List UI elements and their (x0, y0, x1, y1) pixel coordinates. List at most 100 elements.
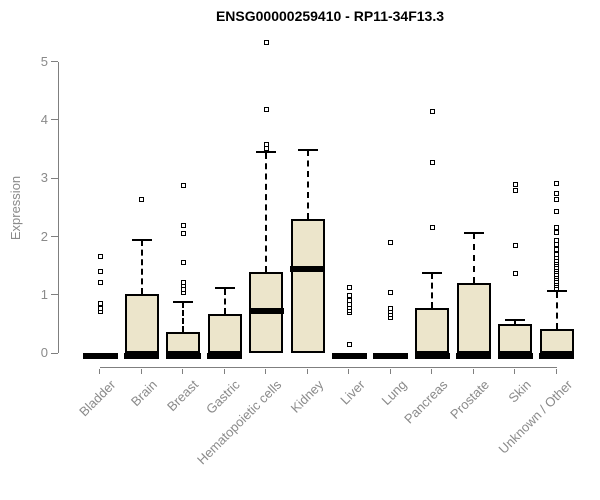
whisker-line (514, 320, 516, 324)
whisker-line (431, 273, 433, 308)
whisker-cap (131, 238, 152, 241)
whisker-cap (422, 272, 442, 275)
y-tick-label: 1 (40, 287, 48, 302)
outlier-point (554, 247, 559, 253)
median-line (456, 352, 491, 359)
outlier-point (346, 293, 352, 299)
x-axis-tick (99, 368, 101, 374)
chart-title: ENSG00000259410 - RP11-34F13.3 (215, 8, 445, 24)
outlier-point (346, 284, 352, 290)
y-tick-label: 3 (40, 170, 48, 186)
outlier-point (388, 289, 393, 295)
outlier-point (512, 182, 518, 188)
x-axis-tick (431, 368, 433, 374)
y-axis-line (57, 61, 59, 354)
whisker-cap (546, 290, 567, 293)
outlier-point (554, 209, 559, 215)
whisker-cap (256, 151, 276, 154)
outlier-point (346, 342, 352, 348)
outlier-point (97, 301, 103, 307)
outlier-point (263, 106, 269, 112)
box-rect (456, 283, 491, 354)
whisker-cap (297, 149, 318, 152)
outlier-point (429, 224, 435, 230)
box-rect (207, 313, 242, 354)
y-tick-label: 4 (40, 112, 48, 128)
y-axis-title: Expression (8, 175, 23, 240)
y-axis-tick (51, 352, 58, 354)
outlier-point (263, 40, 269, 46)
x-axis-line (100, 367, 557, 368)
median-line (331, 352, 367, 359)
x-category-label: Unknown / Other (495, 377, 576, 457)
outlier-point (346, 297, 352, 303)
whisker-line (472, 233, 475, 284)
outlier-point (554, 225, 559, 231)
x-category-label: Breast (164, 377, 202, 415)
y-axis-tick (51, 119, 58, 121)
x-category-label: Liver (337, 377, 368, 408)
median-line (207, 352, 242, 359)
x-category-label: Skin (505, 377, 534, 406)
outlier-point (97, 306, 103, 312)
outlier-point (554, 237, 559, 243)
x-category-label: Gastric (203, 377, 244, 417)
outlier-point (512, 242, 518, 248)
outlier-point (139, 196, 144, 202)
whisker-cap (214, 287, 235, 290)
box-rect (539, 328, 574, 354)
whisker-line (140, 240, 143, 294)
x-category-label: Pancreas (401, 377, 451, 427)
outlier-point (97, 269, 103, 275)
outlier-point (97, 254, 103, 260)
x-axis-tick (223, 368, 225, 374)
outlier-point (97, 279, 103, 285)
outlier-point (180, 279, 186, 285)
median-line (497, 352, 533, 359)
whisker-line (223, 288, 226, 314)
y-axis-tick (51, 61, 58, 63)
outlier-point (512, 188, 518, 194)
outlier-point (429, 108, 435, 114)
x-axis-tick (472, 368, 474, 374)
whisker-line (306, 150, 309, 219)
x-axis-tick (140, 368, 142, 374)
x-axis-tick (265, 368, 267, 374)
x-category-label: Bladder (76, 377, 119, 420)
x-category-label: Brain (128, 377, 161, 410)
median-line (290, 265, 325, 272)
median-line (373, 352, 408, 359)
y-axis-tick (51, 235, 58, 237)
median-line (165, 352, 201, 359)
box-rect (290, 218, 325, 354)
box-rect (498, 323, 532, 354)
outlier-point (554, 197, 559, 203)
outlier-point (388, 305, 393, 311)
median-line (248, 307, 284, 314)
x-axis-tick (514, 368, 516, 374)
median-line (414, 352, 450, 359)
x-axis-tick (389, 368, 391, 374)
median-line (82, 352, 118, 359)
median-line (539, 352, 574, 359)
outlier-point (263, 142, 269, 148)
y-axis-tick (51, 294, 58, 296)
x-category-label: Prostate (447, 377, 493, 422)
outlier-point (180, 183, 186, 189)
whisker-line (182, 301, 184, 332)
outlier-point (180, 222, 186, 228)
y-tick-label: 0 (40, 345, 48, 361)
outlier-point (554, 180, 559, 186)
outlier-point (180, 260, 186, 266)
y-tick-label: 5 (40, 53, 48, 69)
whisker-cap (463, 231, 484, 234)
outlier-point (554, 251, 559, 257)
x-axis-tick (555, 368, 557, 374)
outlier-point (512, 270, 518, 276)
whisker-line (265, 152, 267, 272)
outlier-point (429, 159, 435, 165)
whisker-cap (505, 318, 525, 321)
x-axis-tick (182, 368, 184, 374)
